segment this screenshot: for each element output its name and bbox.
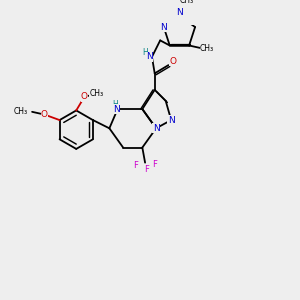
Text: N: N (176, 8, 183, 17)
Text: O: O (169, 56, 176, 65)
Text: N: N (168, 116, 175, 124)
Text: CH₃: CH₃ (14, 107, 28, 116)
Text: N: N (153, 124, 159, 133)
Text: F: F (144, 165, 149, 174)
Text: H: H (142, 48, 148, 57)
Text: N: N (113, 105, 120, 114)
Text: N: N (160, 22, 167, 32)
Text: CH₃: CH₃ (200, 44, 214, 53)
Text: F: F (133, 161, 138, 170)
Text: F: F (152, 160, 157, 169)
Text: O: O (41, 110, 48, 119)
Text: N: N (146, 52, 153, 62)
Text: CH₃: CH₃ (179, 0, 194, 5)
Text: H: H (112, 100, 118, 109)
Text: CH₃: CH₃ (90, 89, 104, 98)
Text: O: O (81, 92, 88, 101)
